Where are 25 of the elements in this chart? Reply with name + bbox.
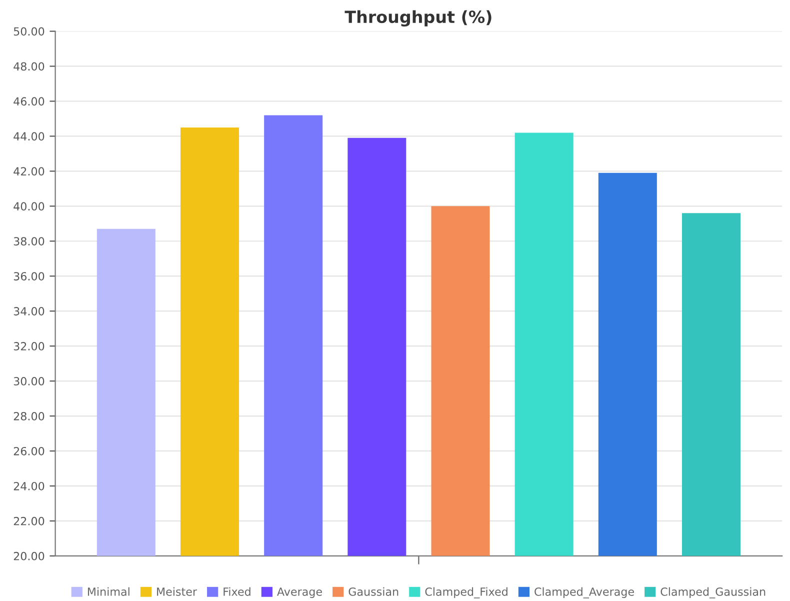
y-tick-label: 28.00	[14, 412, 44, 420]
legend-label: Average	[277, 588, 322, 598]
y-tick-label: 46.00	[14, 97, 44, 106]
y-tick-label: 44.00	[14, 132, 44, 141]
legend-label: Clamped_Gaussian	[660, 587, 766, 598]
legend-label: Minimal	[88, 587, 130, 596]
y-tick-label: 30.00	[14, 377, 44, 386]
y-tick-label: 38.00	[14, 237, 44, 246]
y-tick-label: 34.00	[14, 307, 44, 316]
y-tick-label: 32.00	[14, 342, 44, 350]
y-tick-label: 48.00	[14, 62, 44, 71]
y-tick-label: 22.00	[14, 516, 44, 526]
y-tick-label: 26.00	[14, 446, 44, 456]
chart-title: Throughput (%)	[344, 10, 492, 27]
y-tick-label: 42.00	[14, 167, 44, 176]
legend-label: Meister	[157, 587, 198, 596]
y-tick-label: 20.00	[14, 552, 44, 560]
y-tick-label: 50.00	[14, 27, 44, 36]
legend-label: Clamped_Fixed	[425, 587, 508, 598]
legend-label: Clamped_Average	[534, 587, 634, 598]
y-tick-label: 24.00	[14, 482, 44, 490]
legend-label: Gaussian	[348, 587, 398, 596]
legend-label: Fixed	[224, 587, 250, 596]
y-tick-label: 40.00	[14, 202, 44, 211]
y-tick-label: 36.00	[14, 272, 44, 280]
